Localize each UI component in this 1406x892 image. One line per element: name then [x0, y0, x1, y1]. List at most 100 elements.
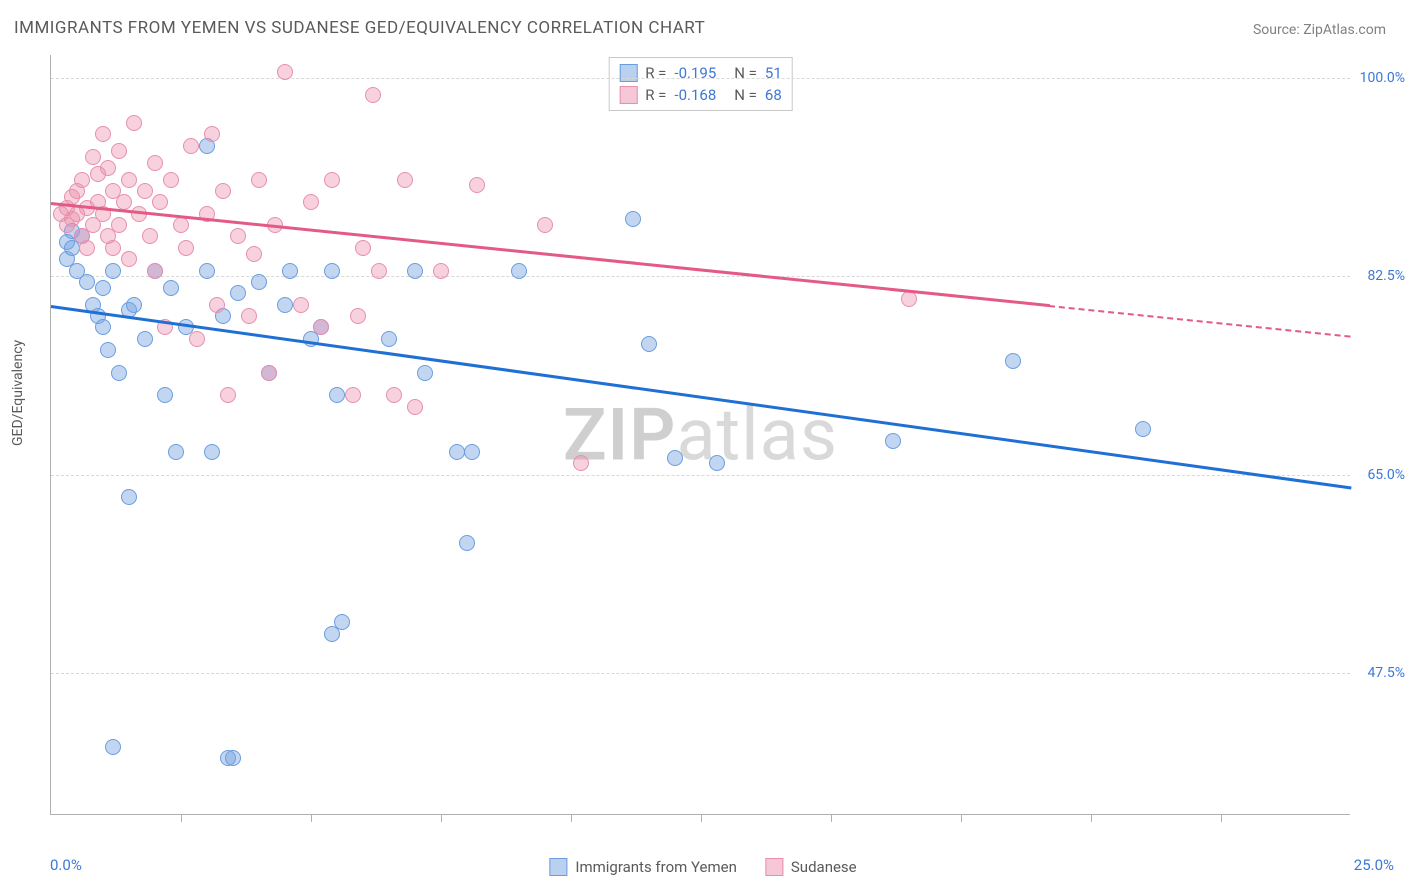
gridline	[51, 276, 1350, 277]
plot-area: ZIPatlas R = -0.195 N = 51 R = -0.168 N …	[50, 55, 1350, 815]
legend-item-yemen: Immigrants from Yemen	[549, 858, 737, 876]
chart-container: IMMIGRANTS FROM YEMEN VS SUDANESE GED/EQ…	[0, 0, 1406, 892]
data-point	[111, 365, 127, 381]
data-point	[74, 172, 90, 188]
data-point	[365, 87, 381, 103]
data-point	[79, 240, 95, 256]
data-point	[511, 263, 527, 279]
data-point	[142, 228, 158, 244]
data-point	[100, 342, 116, 358]
data-point	[209, 297, 225, 313]
data-point	[230, 285, 246, 301]
swatch-sudanese	[619, 86, 637, 104]
data-point	[137, 331, 153, 347]
data-point	[147, 155, 163, 171]
stats-n-value-yemen: 51	[765, 64, 782, 82]
data-point	[126, 297, 142, 313]
ytick-label: 100.0%	[1360, 70, 1405, 86]
data-point	[100, 160, 116, 176]
legend-label-yemen: Immigrants from Yemen	[575, 858, 737, 876]
yaxis-title: GED/Equivalency	[10, 340, 26, 446]
data-point	[277, 297, 293, 313]
swatch-yemen	[549, 858, 567, 876]
ytick-label: 47.5%	[1367, 665, 1405, 681]
data-point	[251, 172, 267, 188]
gridline	[51, 673, 1350, 674]
data-point	[121, 251, 137, 267]
data-point	[220, 387, 236, 403]
data-point	[251, 274, 267, 290]
data-point	[121, 489, 137, 505]
data-point	[183, 138, 199, 154]
data-point	[350, 308, 366, 324]
data-point	[371, 263, 387, 279]
xtick	[961, 814, 962, 822]
xtick	[1221, 814, 1222, 822]
data-point	[625, 211, 641, 227]
data-point	[163, 172, 179, 188]
xtick	[441, 814, 442, 822]
data-point	[537, 217, 553, 233]
data-point	[126, 115, 142, 131]
xaxis-max-label: 25.0%	[1354, 856, 1394, 874]
data-point	[407, 399, 423, 415]
data-point	[282, 263, 298, 279]
data-point	[885, 433, 901, 449]
bottom-legend: Immigrants from Yemen Sudanese	[549, 858, 856, 876]
stats-r-label: R =	[645, 86, 666, 104]
legend-item-sudanese: Sudanese	[765, 858, 857, 876]
data-point	[345, 387, 361, 403]
data-point	[95, 126, 111, 142]
swatch-sudanese	[765, 858, 783, 876]
data-point	[334, 614, 350, 630]
data-point	[157, 387, 173, 403]
xtick	[1091, 814, 1092, 822]
swatch-yemen	[619, 64, 637, 82]
data-point	[381, 331, 397, 347]
data-point	[329, 387, 345, 403]
data-point	[95, 319, 111, 335]
stats-row-yemen: R = -0.195 N = 51	[619, 62, 782, 84]
data-point	[163, 280, 179, 296]
xtick	[701, 814, 702, 822]
stats-box: R = -0.195 N = 51 R = -0.168 N = 68	[608, 57, 793, 111]
data-point	[178, 240, 194, 256]
xtick	[311, 814, 312, 822]
data-point	[293, 297, 309, 313]
data-point	[152, 194, 168, 210]
data-point	[324, 172, 340, 188]
data-point	[147, 263, 163, 279]
watermark: ZIPatlas	[563, 392, 838, 477]
data-point	[277, 64, 293, 80]
trend-line	[1049, 305, 1351, 338]
xaxis-min-label: 0.0%	[50, 856, 82, 874]
data-point	[1135, 421, 1151, 437]
data-point	[204, 444, 220, 460]
data-point	[469, 177, 485, 193]
data-point	[168, 444, 184, 460]
data-point	[641, 336, 657, 352]
data-point	[355, 240, 371, 256]
data-point	[79, 274, 95, 290]
gridline	[51, 78, 1350, 79]
data-point	[121, 172, 137, 188]
data-point	[241, 308, 257, 324]
data-point	[105, 240, 121, 256]
data-point	[225, 750, 241, 766]
data-point	[137, 183, 153, 199]
data-point	[95, 280, 111, 296]
data-point	[105, 263, 121, 279]
source-label: Source: ZipAtlas.com	[1253, 22, 1386, 38]
data-point	[901, 291, 917, 307]
data-point	[105, 739, 121, 755]
data-point	[313, 319, 329, 335]
xtick	[831, 814, 832, 822]
data-point	[324, 263, 340, 279]
data-point	[111, 143, 127, 159]
data-point	[407, 263, 423, 279]
data-point	[173, 217, 189, 233]
chart-title: IMMIGRANTS FROM YEMEN VS SUDANESE GED/EQ…	[14, 18, 705, 38]
data-point	[709, 455, 725, 471]
data-point	[459, 535, 475, 551]
data-point	[215, 183, 231, 199]
